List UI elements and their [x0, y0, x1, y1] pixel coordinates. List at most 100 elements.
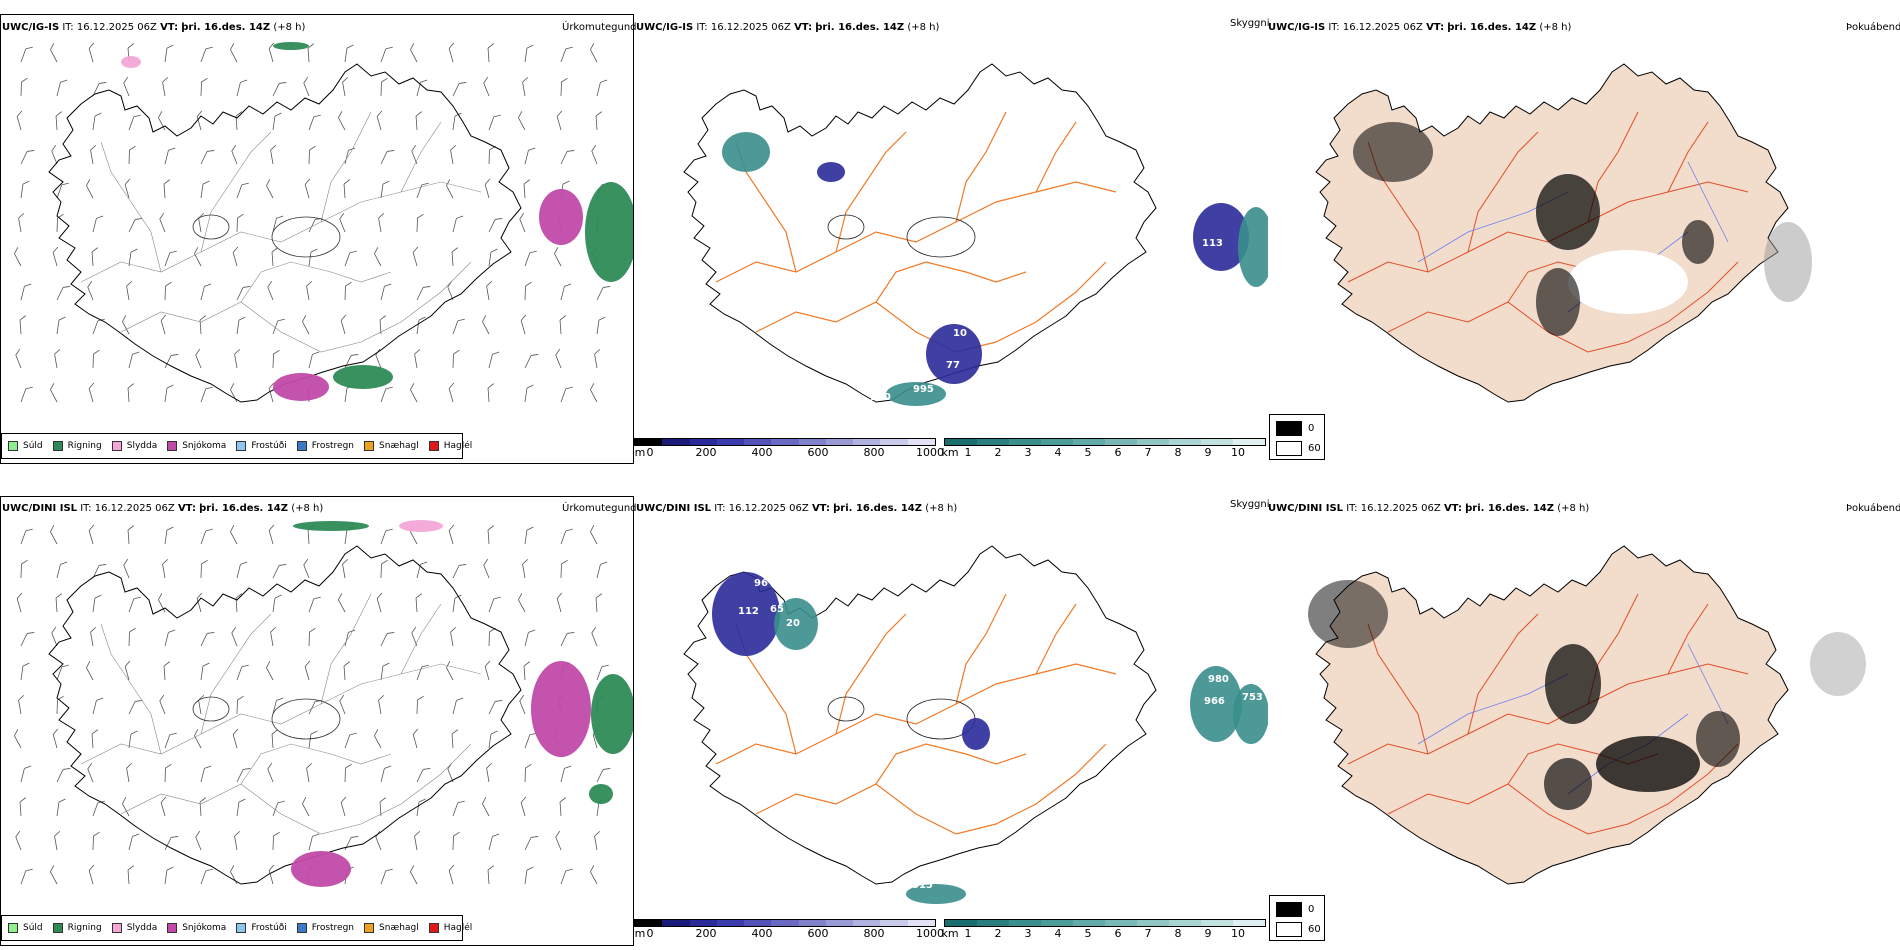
wind-barb — [16, 592, 23, 613]
wind-barb — [196, 110, 203, 131]
wind-barb — [560, 150, 575, 165]
colorbar-cell — [1169, 920, 1201, 926]
ceiling-visibility-area — [962, 718, 990, 750]
wind-barb — [488, 114, 501, 131]
wind-barb — [554, 247, 562, 267]
wind-barb — [594, 348, 601, 369]
wind-barb — [128, 218, 143, 233]
legend-item: Snjókoma — [167, 923, 226, 933]
wind-barb — [378, 212, 385, 233]
road-line — [1347, 181, 1749, 283]
wind-barb — [160, 314, 167, 335]
road-line — [200, 613, 272, 735]
wind-barb — [200, 386, 213, 403]
wind-barb — [308, 833, 320, 851]
legend-swatch — [8, 441, 18, 451]
precip-area — [333, 365, 393, 389]
colorbar-tick-label: 4 — [1054, 927, 1062, 940]
wind-barb — [236, 768, 251, 783]
colorbar-cell — [853, 920, 881, 926]
wind-barb — [416, 768, 431, 783]
wind-barb — [162, 76, 169, 97]
ceiling-visibility-area — [1233, 684, 1268, 744]
map-background — [636, 514, 1268, 912]
wind-barb — [164, 384, 174, 403]
wind-barb — [520, 796, 527, 817]
wind-barb — [50, 525, 58, 545]
legend-item: Haglél — [428, 923, 472, 933]
wind-barb — [380, 180, 390, 199]
glacier-outline — [827, 214, 865, 240]
wind-barb — [20, 180, 30, 199]
wind-barb — [272, 831, 280, 851]
colorbar-cell — [798, 920, 826, 926]
wind-barb — [272, 594, 282, 613]
ceiling-value-label: 113 — [1202, 238, 1223, 249]
wind-barb — [482, 315, 490, 335]
wind-barb — [380, 662, 390, 681]
wind-barb — [164, 147, 176, 165]
wind-barb — [20, 46, 33, 63]
wind-barb — [20, 77, 28, 97]
header-ceiling-row1: UWC/DINI ISL IT: 16.12.2025 06Z VT: þri.… — [636, 503, 958, 514]
legend-label: Snæhagl — [379, 441, 419, 451]
colorbar-tick-label: 10 — [1231, 446, 1245, 459]
road-line — [80, 181, 482, 283]
wind-barb — [52, 246, 59, 267]
colorbar-cell — [1233, 439, 1265, 445]
wind-barb — [235, 593, 242, 613]
legend-swatch — [52, 441, 63, 451]
wind-barb — [524, 44, 534, 63]
wind-barb — [596, 286, 611, 301]
ceiling-value-label: 515 — [912, 880, 933, 891]
road-line — [955, 111, 1007, 223]
wind-barb — [200, 528, 213, 545]
road-line — [1387, 743, 1739, 835]
wind-barb — [128, 145, 136, 165]
wind-barb — [380, 765, 392, 783]
header-ceiling-row0: UWC/IG-IS IT: 16.12.2025 06Z VT: þri. 16… — [636, 22, 940, 33]
wind-barb — [55, 593, 62, 613]
glacier-outline — [271, 698, 341, 740]
wind-barb — [415, 593, 422, 613]
wind-barb — [56, 79, 68, 97]
wind-barb — [416, 79, 428, 97]
wind-barb — [339, 694, 346, 715]
legend-item: Haglél — [428, 441, 472, 451]
fog-legend-row0: 0 60 — [1269, 414, 1325, 460]
legend-label: Frostregn — [311, 923, 355, 933]
glacier-outline — [827, 696, 865, 722]
wind-barb — [555, 348, 562, 369]
colorbar-cell — [1105, 920, 1137, 926]
ceiling-value-label: 753 — [1242, 692, 1263, 703]
wind-barb — [410, 43, 418, 63]
legend-item: Súld — [8, 923, 43, 933]
wind-barb — [268, 382, 275, 403]
precip-area — [589, 784, 613, 804]
wind-barb — [448, 864, 455, 885]
wind-barb — [344, 44, 354, 63]
wind-barb — [379, 797, 386, 817]
ceiling-value-label: 96 — [754, 578, 768, 589]
wind-barb — [379, 315, 386, 335]
wind-barb — [524, 763, 532, 783]
wind-barb — [446, 661, 454, 681]
road-line — [120, 261, 472, 353]
title-visibility-row0: Skyggni — [1230, 18, 1270, 29]
colorbar-cell — [744, 439, 772, 445]
wind-barb — [524, 384, 534, 403]
road-line — [1347, 663, 1749, 765]
wind-barb — [267, 762, 274, 783]
precip-frame — [0, 14, 634, 464]
wind-barb — [200, 46, 213, 63]
wind-barb — [232, 728, 239, 749]
colorbar-cell — [1073, 439, 1105, 445]
wind-barb — [199, 315, 206, 335]
colorbar-cell — [1201, 920, 1233, 926]
wind-barb — [92, 82, 107, 97]
legend-item: Frostúði — [236, 441, 287, 451]
precip-area — [591, 674, 633, 754]
wind-barb — [90, 626, 97, 647]
wind-barb — [127, 383, 134, 403]
road-line — [1467, 131, 1539, 253]
